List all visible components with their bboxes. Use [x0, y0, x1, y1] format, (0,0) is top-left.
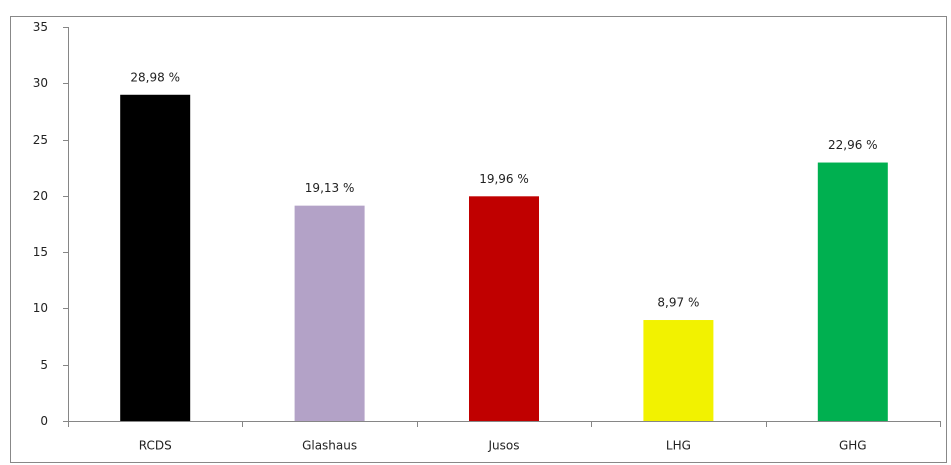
y-tick-label: 5 — [40, 358, 48, 372]
y-tick-label: 10 — [33, 301, 48, 315]
bar — [817, 162, 888, 421]
bar — [120, 94, 191, 421]
y-tick-label: 0 — [40, 414, 48, 428]
value-label: 19,96 % — [479, 172, 529, 186]
x-tick-label: LHG — [666, 439, 691, 453]
y-tick-label: 30 — [33, 76, 48, 90]
y-tick-label: 20 — [33, 189, 48, 203]
bar — [469, 196, 539, 421]
y-tick-label: 15 — [33, 245, 48, 259]
bar — [294, 205, 365, 421]
value-label: 22,96 % — [828, 138, 878, 152]
value-label: 19,13 % — [305, 181, 355, 195]
y-tick-label: 25 — [33, 133, 48, 147]
value-label: 8,97 % — [657, 296, 699, 310]
bar — [643, 320, 714, 421]
value-label: 28,98 % — [130, 70, 180, 84]
x-tick-label: GHG — [839, 439, 867, 453]
x-tick-label: RCDS — [139, 439, 172, 453]
y-tick-label: 35 — [33, 20, 48, 34]
x-tick-label: Jusos — [488, 439, 520, 453]
x-tick-label: Glashaus — [302, 439, 357, 453]
